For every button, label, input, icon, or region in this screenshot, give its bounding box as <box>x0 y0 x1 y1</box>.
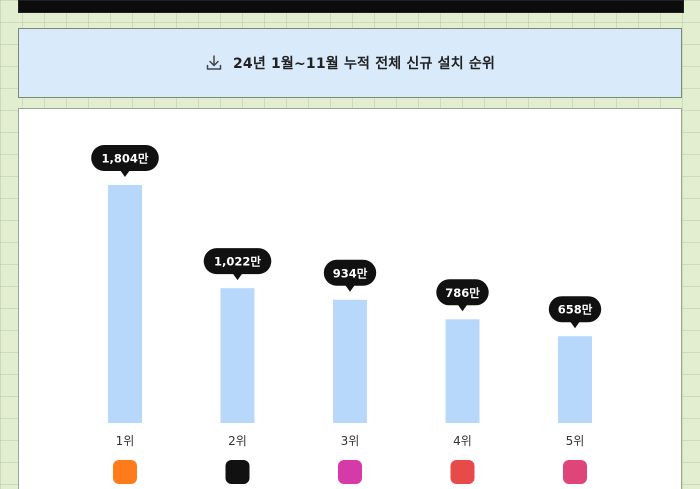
app-icon-1[interactable] <box>113 460 137 484</box>
chart-panel: 1,804만 1위 1,022만 2위 934만 3위 786만 4위 658만 5위 <box>18 108 682 489</box>
app-icon-2[interactable] <box>225 460 250 484</box>
data-label-bubble-2 <box>203 248 272 275</box>
data-label-bubble-1 <box>91 145 159 171</box>
rank-label-1: 1위 <box>116 434 135 448</box>
bar-4 <box>445 319 480 423</box>
app-icon-3[interactable] <box>338 460 362 484</box>
data-label-bubble-5 <box>548 296 602 323</box>
data-label-pointer-4 <box>457 304 468 312</box>
rank-label-2: 2위 <box>228 434 247 448</box>
bar-chart: 1,804만 1위 1,022만 2위 934만 3위 786만 4위 658만 5위 <box>91 145 602 484</box>
data-label-5: 658만 <box>558 303 593 317</box>
data-label-pointer-2 <box>232 273 243 281</box>
data-label-pointer-5 <box>570 321 580 329</box>
data-label-4: 786만 <box>445 286 480 300</box>
app-icon-5[interactable] <box>563 460 587 484</box>
rank-label-3: 3위 <box>341 434 360 448</box>
chart-title: 24년 1월~11월 누적 전체 신규 설치 순위 <box>232 56 496 72</box>
data-label-pointer-1 <box>120 170 130 177</box>
top-dark-bar <box>18 0 684 13</box>
bar-5 <box>558 336 592 423</box>
data-label-bubble-3 <box>323 259 377 286</box>
rank-label-5: 5위 <box>566 434 585 448</box>
bar-2 <box>220 288 255 423</box>
app-icon-4[interactable] <box>450 460 475 484</box>
download-icon[interactable] <box>205 54 223 72</box>
data-label-bubble-4 <box>436 279 489 306</box>
chart-title-box: 24년 1월~11월 누적 전체 신규 설치 순위 <box>18 28 682 98</box>
bar-1 <box>108 185 142 423</box>
data-label-2: 1,022만 <box>214 255 261 269</box>
bar-3 <box>333 299 367 423</box>
rank-label-4: 4위 <box>453 434 472 448</box>
data-label-pointer-3 <box>345 284 355 292</box>
data-label-1: 1,804만 <box>102 152 149 166</box>
data-label-3: 934만 <box>333 266 368 280</box>
